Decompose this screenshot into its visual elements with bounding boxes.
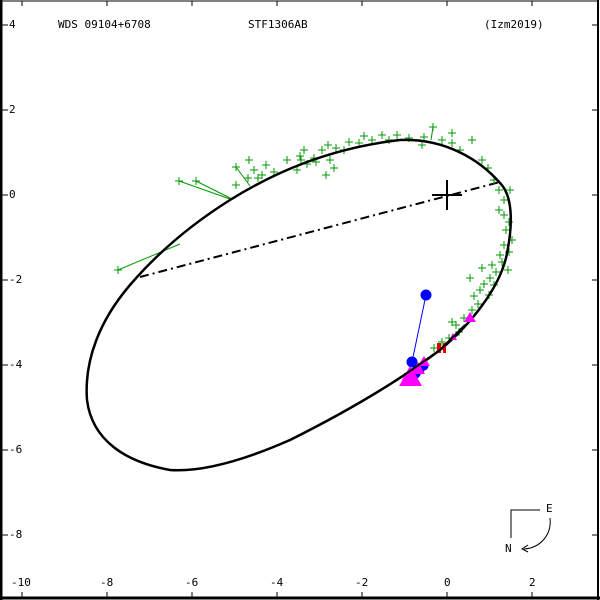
orbit-ellipse <box>85 138 512 472</box>
x-tick-label: -2 <box>355 576 369 589</box>
compass-north-label: N <box>505 542 512 555</box>
x-tick-label: -6 <box>185 576 199 589</box>
orbit-reference: (Izm2019) <box>484 18 544 31</box>
primary-star-marker <box>432 180 462 210</box>
y-tick-label: -6 <box>9 443 23 456</box>
y-tick-label: 0 <box>9 188 16 201</box>
y-axis-ticks <box>2 24 598 536</box>
y-tick-label: 2 <box>9 103 16 116</box>
wds-id: WDS 09104+6708 <box>58 18 151 31</box>
speckle-observations <box>399 312 476 386</box>
line-of-apsides <box>139 181 501 278</box>
x-axis-ticks <box>21 1 533 598</box>
x-tick-label: 2 <box>529 576 536 589</box>
x-tick-label: -10 <box>11 576 31 589</box>
orbit-overlay <box>399 324 466 379</box>
compass-east-label: E <box>546 502 553 515</box>
y-tick-label: -8 <box>9 528 23 541</box>
y-tick-label: -4 <box>9 358 23 371</box>
y-tick-label: 4 <box>9 18 16 31</box>
compass-icon <box>510 509 551 553</box>
discoverer-designation: STF1306AB <box>248 18 308 31</box>
x-tick-label: -4 <box>270 576 284 589</box>
x-tick-label: 0 <box>444 576 451 589</box>
y-tick-label: -2 <box>9 273 23 286</box>
x-tick-label: -8 <box>100 576 114 589</box>
micrometric-observations <box>114 123 516 352</box>
